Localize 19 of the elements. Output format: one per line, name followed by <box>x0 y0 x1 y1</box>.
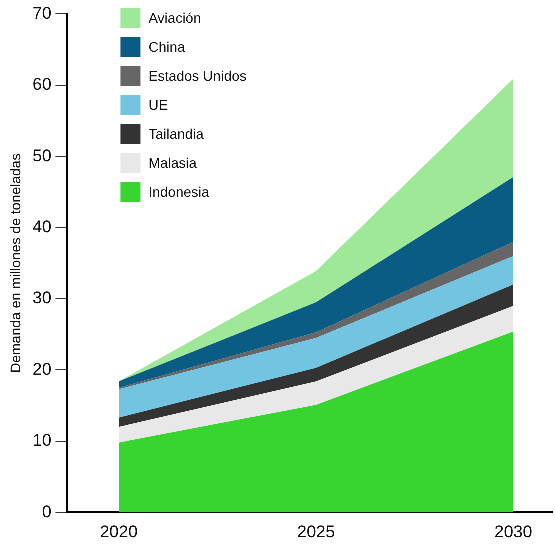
legend-label: Estados Unidos <box>148 68 247 84</box>
legend-label: Aviación <box>148 10 202 26</box>
x-tick-label: 2030 <box>494 522 532 542</box>
x-tick-label: 2020 <box>100 522 138 542</box>
y-tick-label: 50 <box>32 146 52 166</box>
y-axis-title: Demanda en millones de toneladas <box>7 154 24 374</box>
y-tick-label: 70 <box>32 4 52 23</box>
y-tick-label: 20 <box>32 360 52 379</box>
legend-label: UE <box>148 97 168 114</box>
y-tick-label: 10 <box>32 431 52 450</box>
y-tick-label: 60 <box>32 75 52 94</box>
y-tick-label: 30 <box>32 288 52 308</box>
legend-label: Indonesia <box>148 184 210 200</box>
y-tick-label: 0 <box>42 502 52 522</box>
x-tick-label: 2025 <box>297 522 336 542</box>
legend-label: Malasia <box>148 155 198 172</box>
legend-label: Tailandia <box>148 126 204 142</box>
y-tick-label: 40 <box>32 217 52 236</box>
legend-label: China <box>148 39 186 56</box>
